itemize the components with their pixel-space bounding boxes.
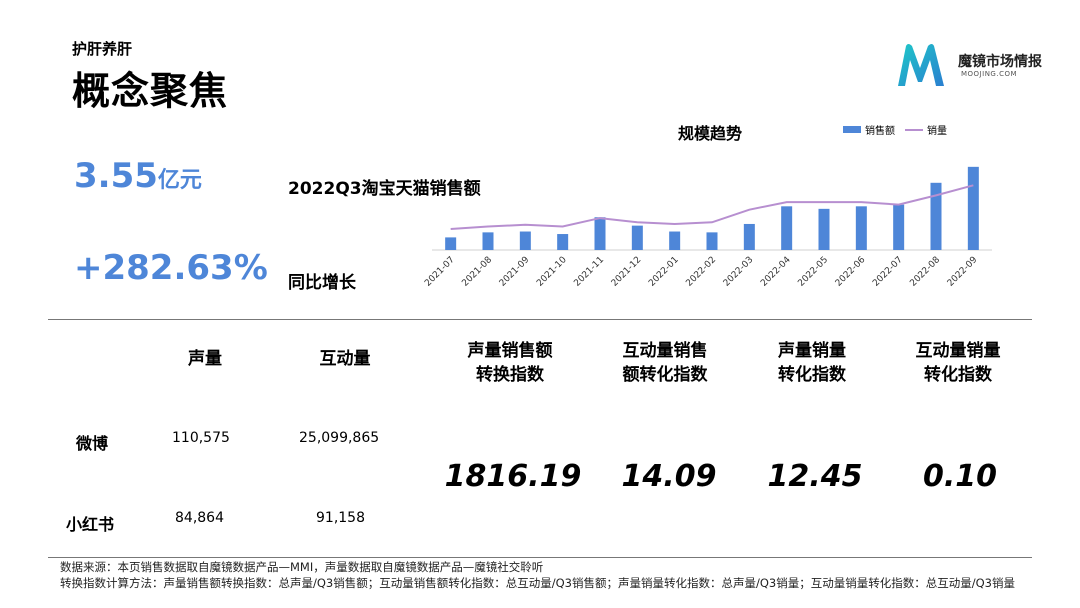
bar-2022-03 — [743, 223, 755, 250]
page-title: 概念聚焦 — [72, 69, 229, 113]
x-tick-label: 2022-04 — [759, 255, 793, 289]
xiaohongshu-interaction: 91,158 — [316, 510, 365, 526]
header-line: 声量销售额 — [467, 341, 553, 361]
legend-line-label: 销量 — [927, 126, 947, 137]
section-divider — [48, 319, 1032, 320]
bar-2021-07 — [445, 237, 457, 250]
legend-line-swatch — [905, 128, 923, 131]
x-tick-label: 2022-07 — [871, 255, 905, 289]
x-tick-label: 2022-02 — [684, 255, 718, 289]
header-line: 互动量销量 — [915, 341, 1001, 361]
header-line: 声量销量 — [778, 341, 846, 361]
footer-source: 数据来源：本页销售数据取自魔镜数据产品—MMI，声量数据取自魔镜数据产品—魔镜社… — [60, 560, 544, 574]
header-line: 转化指数 — [778, 365, 846, 385]
chart-title: 规模趋势 — [678, 124, 743, 143]
header-voice-volume-index: 声量销量 转化指数 — [742, 339, 882, 387]
bar-2021-12 — [631, 225, 643, 250]
growth-label: 同比增长 — [288, 273, 356, 293]
growth-value: +282.63% — [74, 248, 268, 288]
sales-volume-line — [450, 184, 974, 230]
x-tick-label: 2021-12 — [610, 255, 644, 289]
bar-2022-09 — [967, 166, 979, 250]
x-tick-label: 2022-01 — [647, 255, 681, 289]
footer-divider — [48, 557, 1032, 558]
voice-sales-index-value: 1816.19 — [444, 459, 582, 494]
weibo-interaction: 25,099,865 — [299, 430, 380, 446]
chart-legend: 销售额 销量 — [843, 122, 947, 137]
sales-kpi: 3.55亿元 — [74, 156, 202, 196]
bar-2021-11 — [594, 217, 606, 250]
moojing-logo — [898, 44, 944, 86]
x-tick-label: 2022-08 — [908, 255, 942, 289]
logo-name: 魔镜市场情报 — [958, 54, 1042, 70]
x-tick-label: 2022-03 — [722, 255, 756, 289]
header-line: 互动量销售 — [622, 341, 708, 361]
xiaohongshu-voice: 84,864 — [175, 510, 224, 526]
header-interaction-line: 互动量 — [319, 349, 371, 369]
interaction-sales-index-value: 14.09 — [621, 459, 717, 494]
voice-volume-index-value: 12.45 — [767, 459, 863, 494]
weibo-voice: 110,575 — [172, 430, 230, 446]
header-voice-sales-index: 声量销售额 转换指数 — [440, 339, 580, 387]
header-line: 额转化指数 — [622, 365, 708, 385]
bar-2022-06 — [855, 206, 867, 250]
bar-2022-04 — [781, 206, 793, 250]
x-tick-label: 2021-10 — [535, 255, 569, 289]
bar-2022-02 — [706, 232, 718, 250]
bar-2021-10 — [557, 234, 569, 250]
legend-bar-swatch — [843, 126, 861, 133]
x-tick-label: 2021-09 — [498, 255, 532, 289]
interaction-volume-index-value: 0.10 — [922, 459, 998, 494]
x-tick-label: 2021-11 — [572, 255, 606, 289]
sales-label: 2022Q3淘宝天猫销售额 — [288, 179, 481, 199]
x-tick-label: 2021-07 — [423, 255, 457, 289]
x-tick-label: 2021-08 — [460, 255, 494, 289]
header-voice: 声量 — [150, 347, 260, 371]
x-tick-label: 2022-06 — [834, 255, 868, 289]
header-line: 转换指数 — [476, 365, 544, 385]
sales-value: 3.55 — [74, 156, 158, 196]
bar-2021-09 — [519, 231, 531, 250]
header-voice-line: 声量 — [188, 349, 222, 369]
logo-domain: MOOJING.COM — [961, 70, 1018, 78]
row-label-xiaohongshu: 小红书 — [66, 515, 115, 534]
trend-chart: 2021-07 2021-08 2021-09 2021-10 2021-11 2021-… — [423, 166, 992, 289]
header-interaction-volume-index: 互动量销量 转化指数 — [888, 339, 1028, 387]
row-label-weibo: 微博 — [76, 434, 109, 453]
x-tick-label: 2022-05 — [796, 255, 830, 289]
bar-2022-05 — [818, 208, 830, 250]
page-subtitle: 护肝养肝 — [72, 40, 133, 58]
bar-2022-08 — [930, 182, 942, 250]
header-line: 转化指数 — [924, 365, 992, 385]
sales-unit: 亿元 — [157, 168, 202, 193]
bar-2022-01 — [669, 231, 681, 250]
bar-2021-08 — [482, 232, 494, 250]
footer-method: 转换指数计算方法：声量销售额转换指数：总声量/Q3销售额；互动量销售额转化指数：… — [60, 576, 1015, 590]
header-interaction: 互动量 — [290, 347, 400, 371]
bar-2022-07 — [893, 204, 905, 250]
legend-bar-label: 销售额 — [865, 126, 895, 137]
x-tick-label: 2022-09 — [946, 255, 980, 289]
header-interaction-sales-index: 互动量销售额转化指数 — [595, 339, 735, 387]
